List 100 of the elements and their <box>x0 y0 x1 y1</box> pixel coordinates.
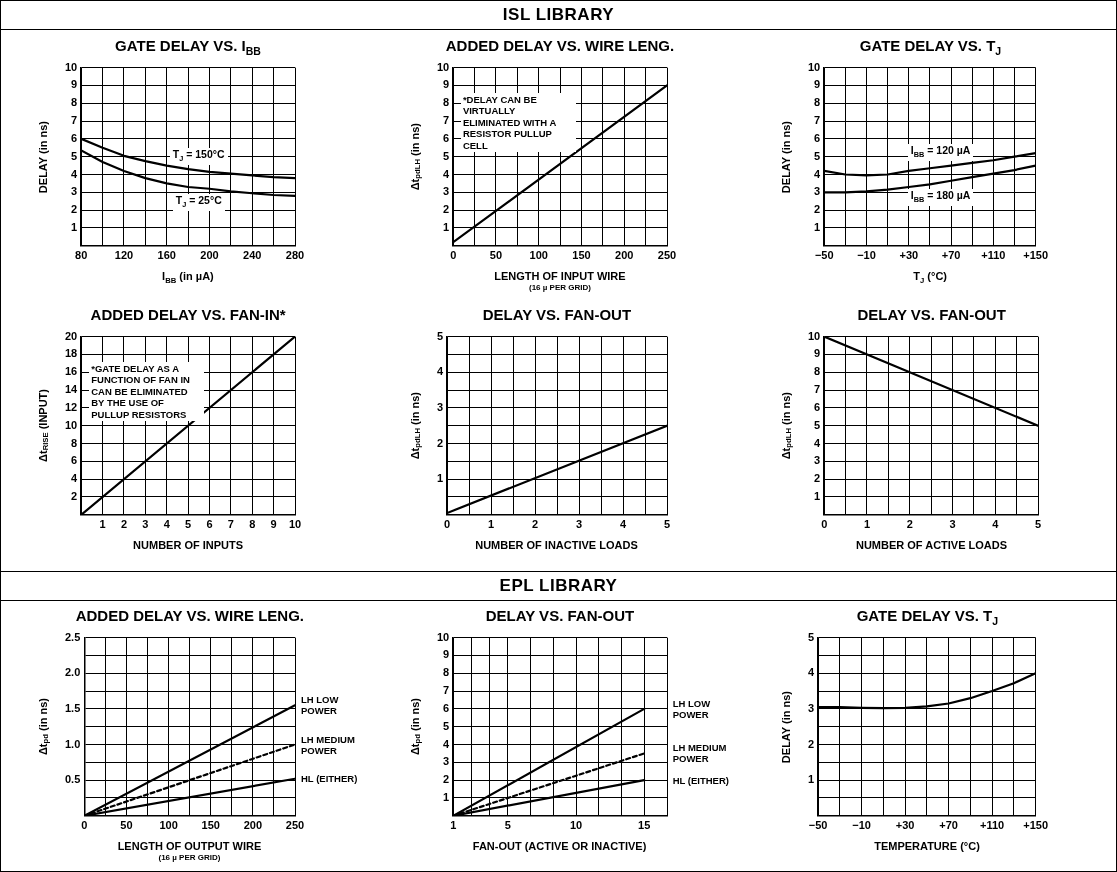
y-tick-label: 9 <box>814 347 821 360</box>
text: HL (EITHER) <box>671 774 729 786</box>
x-tick-label: 100 <box>529 249 548 262</box>
x-tick-label: −10 <box>852 819 872 832</box>
text: LH LOW POWER <box>671 697 712 720</box>
x-tick-label: 2 <box>120 518 128 531</box>
chart-title: ADDED DELAY VS. WIRE LENG. <box>75 607 305 624</box>
x-axis-title: FAN-OUT (ACTIVE OR INACTIVE) <box>472 840 647 853</box>
y-tick-label: 1 <box>442 791 449 804</box>
y-axis-title: DELAY (in ns) <box>780 690 793 763</box>
x-tick-label: 9 <box>270 518 277 531</box>
x-tick-label: +30 <box>899 249 919 262</box>
y-tick-label: 16 <box>64 365 78 378</box>
y-tick-label: 2 <box>71 203 78 216</box>
y-tick-label: 2.0 <box>64 666 81 679</box>
x-tick-label: 2 <box>907 518 914 531</box>
y-tick-label: 5 <box>442 149 449 162</box>
x-tick-label: 1 <box>99 518 106 531</box>
x-tick-label: 4 <box>992 518 1000 531</box>
y-tick-label: 4 <box>436 365 444 378</box>
y-tick-label: 3 <box>814 185 821 198</box>
x-tick-label: +30 <box>896 819 915 832</box>
x-tick-label: 0 <box>443 518 450 531</box>
text: ISL LIBRARY <box>502 5 615 25</box>
y-tick-label: 8 <box>814 365 821 378</box>
text: EPL LIBRARY <box>499 576 618 596</box>
x-tick-label: 10 <box>569 819 582 832</box>
chart-title: GATE DELAY VS. I$_{BB}$ <box>115 37 261 57</box>
x-axis-title: NUMBER OF INPUTS <box>133 539 244 552</box>
y-tick-label: 2 <box>436 436 443 449</box>
x-tick-label: 2 <box>531 518 538 531</box>
y-tick-label: 4 <box>442 737 450 750</box>
y-tick-label: 4 <box>808 666 816 679</box>
y-tick-label: 20 <box>64 329 78 342</box>
x-tick-label: 4 <box>619 518 627 531</box>
x-tick-label: 6 <box>206 518 213 531</box>
x-tick-label: 200 <box>243 819 263 832</box>
y-tick-label: 2.5 <box>64 630 81 643</box>
chart-title: ADDED DELAY VS. FAN-IN* <box>90 306 286 323</box>
y-tick-label: 2 <box>808 737 815 750</box>
x-tick-label: 200 <box>200 249 219 262</box>
x-tick-label: 200 <box>614 249 634 262</box>
x-tick-label: −10 <box>857 249 877 262</box>
y-tick-label: 1 <box>814 221 821 234</box>
x-tick-label: −50 <box>809 819 828 832</box>
x-tick-label: 3 <box>949 518 956 531</box>
y-tick-label: 4 <box>442 167 450 180</box>
y-tick-label: 7 <box>442 684 449 697</box>
x-tick-label: +110 <box>980 819 1005 832</box>
x-tick-label: 3 <box>575 518 582 531</box>
y-tick-label: 8 <box>71 96 78 109</box>
x-tick-label: +70 <box>942 249 961 262</box>
y-tick-label: 10 <box>64 418 78 431</box>
series-label: I$_{BB}$ = 120 µA <box>907 143 974 162</box>
y-tick-label: 12 <box>64 400 78 413</box>
y-tick-label: 7 <box>71 114 78 127</box>
y-tick-label: 2 <box>814 203 821 216</box>
x-tick-label: 5 <box>1035 518 1042 531</box>
y-tick-label: 10 <box>808 329 821 342</box>
x-tick-label: 50 <box>489 249 502 262</box>
y-tick-label: 9 <box>814 78 821 91</box>
y-tick-label: 1.5 <box>64 701 81 714</box>
y-tick-label: 6 <box>442 701 449 714</box>
x-tick-label: 0 <box>449 249 456 262</box>
y-tick-label: 10 <box>64 60 78 73</box>
x-tick-label: 240 <box>243 249 262 262</box>
y-tick-label: 5 <box>71 149 78 162</box>
y-tick-label: 3 <box>71 185 78 198</box>
series-label: T$_{J}$ = 25°C <box>172 193 225 211</box>
y-tick-label: 5 <box>442 719 449 732</box>
annotation: *GATE DELAY AS A FUNCTION OF FAN IN CAN BE ELIMINATED BY THE USE OF PULLUP RESISTORS <box>89 361 205 422</box>
y-tick-label: 1 <box>442 221 449 234</box>
x-tick-label: 250 <box>657 249 676 262</box>
y-tick-label: 3 <box>442 185 449 198</box>
series-label: T$_{J}$ = 150°C <box>169 147 228 165</box>
x-axis-title: NUMBER OF INACTIVE LOADS <box>475 539 638 552</box>
chart-title: ADDED DELAY VS. WIRE LENG. <box>445 37 675 54</box>
x-tick-label: 250 <box>285 819 305 832</box>
x-tick-label: −50 <box>815 249 834 262</box>
y-tick-label: 9 <box>442 648 449 661</box>
chart-title: GATE DELAY VS. T$_{J}$ <box>856 607 999 627</box>
x-tick-label: 7 <box>227 518 234 531</box>
y-tick-label: 5 <box>814 149 821 162</box>
series-label: LH LOW POWER <box>300 694 340 717</box>
y-tick-label: 10 <box>436 630 449 643</box>
x-tick-label: 1 <box>864 518 871 531</box>
y-tick-label: 1 <box>814 490 821 503</box>
x-tick-label: 5 <box>185 518 192 531</box>
y-tick-label: 5 <box>814 418 821 431</box>
y-tick-label: 5 <box>436 329 443 342</box>
x-axis-title: LENGTH OF INPUT WIRE (16 µ PER GRID) <box>494 270 626 293</box>
y-tick-label: 14 <box>64 383 79 396</box>
x-axis-title: I$_{BB}$ (in µA) <box>162 270 214 288</box>
x-tick-label: 0 <box>81 819 88 832</box>
text: LH MEDIUM POWER <box>671 742 728 765</box>
x-tick-label: 280 <box>285 249 305 262</box>
y-tick-label: 4 <box>814 167 822 180</box>
y-tick-label: 10 <box>436 60 449 73</box>
y-tick-label: 9 <box>442 78 449 91</box>
y-tick-label: 3 <box>808 701 815 714</box>
